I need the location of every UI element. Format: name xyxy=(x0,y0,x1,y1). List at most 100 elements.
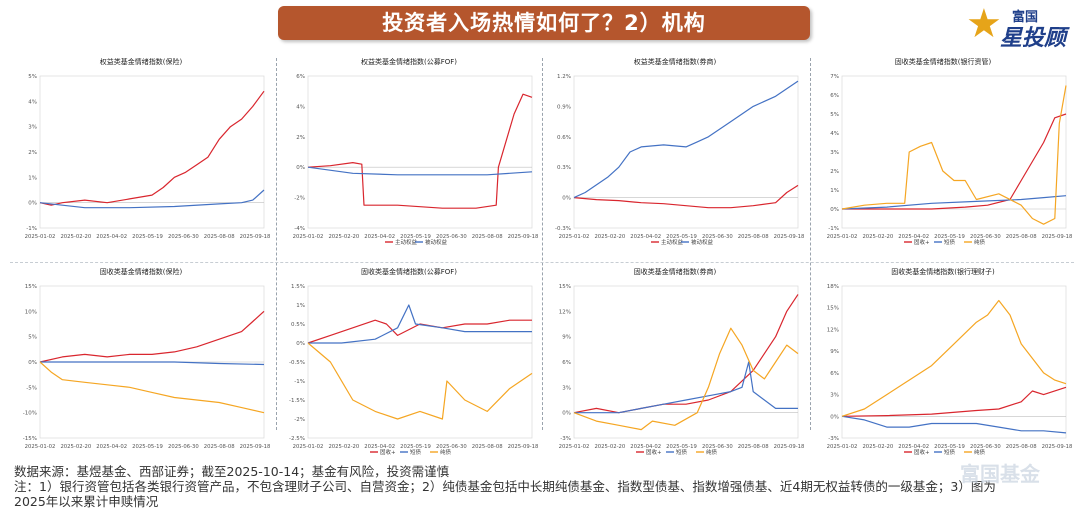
x-tick-label: 2025-02-20 xyxy=(862,444,893,450)
column-divider xyxy=(810,58,811,430)
y-tick-label: 6% xyxy=(562,360,571,366)
y-tick-label: -10% xyxy=(23,411,37,417)
y-tick-label: 7% xyxy=(830,74,839,80)
y-tick-label: 3% xyxy=(830,393,839,399)
chart-title: 固收类基金情绪指数(公募FOF) xyxy=(361,267,457,276)
legend-label: 固收+ xyxy=(380,448,396,456)
series-line-2 xyxy=(841,415,1067,434)
y-tick-label: 3% xyxy=(28,125,37,131)
title-banner: 投资者入场热情如何了？2）机构 xyxy=(278,6,810,40)
y-tick-label: 4% xyxy=(296,104,305,110)
star-icon: ★ xyxy=(966,1,1002,47)
legend-label: 短债 xyxy=(410,448,422,456)
source-line: 数据来源：基煜基金、西部证券；截至2025-10-14；基金有风险，投资需谨慎 xyxy=(14,464,450,479)
brand-logo: ★ 富国 星投顾 xyxy=(966,1,1076,51)
y-tick-label: 18% xyxy=(827,284,839,290)
series-line-3 xyxy=(307,342,533,420)
y-tick-label: -5% xyxy=(26,385,37,391)
x-tick-label: 2025-05-19 xyxy=(400,234,431,240)
x-tick-label: 2025-02-20 xyxy=(328,234,359,240)
x-tick-label: 2025-09-18 xyxy=(240,444,271,450)
y-tick-label: 5% xyxy=(830,112,839,118)
legend-label: 纯债 xyxy=(974,238,986,246)
legend-label: 主动权益 xyxy=(395,238,418,246)
y-tick-label: 3% xyxy=(562,385,571,391)
x-tick-label: 2025-08-08 xyxy=(472,444,503,450)
y-tick-label: 0% xyxy=(562,411,571,417)
x-tick-label: 2025-04-02 xyxy=(96,234,127,240)
y-tick-label: 12% xyxy=(559,309,571,315)
x-tick-label: 2025-09-18 xyxy=(774,444,805,450)
y-tick-label: -1% xyxy=(26,226,37,232)
x-tick-label: 2025-04-02 xyxy=(364,234,395,240)
y-tick-label: 9% xyxy=(562,335,571,341)
y-tick-label: 9% xyxy=(830,349,839,355)
y-tick-label: 2% xyxy=(28,150,37,156)
chart-title: 固收类基金情绪指数(券商) xyxy=(634,267,717,276)
y-tick-label: -2% xyxy=(294,417,305,423)
y-tick-label: -2.5% xyxy=(289,436,305,442)
x-tick-label: 2025-09-18 xyxy=(508,444,539,450)
chart-panel-4: 固收类基金情绪指数(银行资管) 7% 6% 5% 4% 3% 2% 1% 0% -1% 2025-0… xyxy=(827,57,1073,246)
plot-frame xyxy=(307,285,533,439)
x-tick-label: 2025-06-30 xyxy=(436,234,467,240)
series-line-1 xyxy=(573,294,799,414)
x-tick-label: 2025-02-20 xyxy=(60,444,91,450)
y-tick-label: 0% xyxy=(562,196,571,202)
y-tick-label: 12% xyxy=(827,327,839,333)
x-tick-label: 2025-04-02 xyxy=(364,444,395,450)
x-tick-label: 2025-05-19 xyxy=(934,444,965,450)
y-tick-label: 0% xyxy=(830,207,839,213)
y-tick-label: 1.2% xyxy=(557,74,571,80)
chart-panel-7: 固收类基金情绪指数(券商) 15% 12% 9% 6% 3% 0% -3% 2025-01-02… xyxy=(559,267,805,456)
legend-label: 被动权益 xyxy=(691,238,714,246)
x-tick-label: 2025-04-02 xyxy=(630,444,661,450)
y-tick-label: 0.3% xyxy=(557,165,571,171)
x-tick-label: 2025-04-02 xyxy=(96,444,127,450)
y-tick-label: -3% xyxy=(560,436,571,442)
y-tick-label: -2% xyxy=(294,196,305,202)
series-line-1 xyxy=(307,319,532,344)
plot-frame xyxy=(573,285,799,439)
row-divider xyxy=(10,262,1074,263)
y-tick-label: 15% xyxy=(827,306,839,312)
y-tick-label: 15% xyxy=(559,284,571,290)
x-tick-label: 2025-05-19 xyxy=(666,234,697,240)
x-tick-label: 2025-05-19 xyxy=(132,234,163,240)
y-tick-label: -1% xyxy=(294,379,305,385)
x-tick-label: 2025-08-08 xyxy=(1006,234,1037,240)
y-tick-label: 0% xyxy=(830,414,839,420)
x-tick-label: 2025-01-02 xyxy=(827,234,858,240)
y-tick-label: 1% xyxy=(830,188,839,194)
x-tick-label: 2025-09-18 xyxy=(1042,234,1073,240)
series-line-2 xyxy=(841,195,1067,210)
y-tick-label: 0.6% xyxy=(557,135,571,141)
legend-label: 短债 xyxy=(676,448,688,456)
legend-label: 固收+ xyxy=(646,448,662,456)
y-tick-label: 6% xyxy=(830,371,839,377)
logo-main-text: 星投顾 xyxy=(1000,26,1067,51)
series-line-1 xyxy=(842,113,1067,210)
series-line-1 xyxy=(39,90,265,206)
series-line-2 xyxy=(308,304,532,344)
x-tick-label: 2025-04-02 xyxy=(898,444,929,450)
chart-panel-6: 固收类基金情绪指数(公募FOF) 1.5% 1% 0.5% 0% -0.5% -1% -1.5… xyxy=(289,267,539,456)
x-tick-label: 2025-06-30 xyxy=(702,444,733,450)
y-tick-label: 6% xyxy=(296,74,305,80)
y-tick-label: 10% xyxy=(25,309,37,315)
x-tick-label: 2025-06-30 xyxy=(970,444,1001,450)
note-line: 注：1）银行资管包括各类银行资管产品，不包含理财子公司、自营资金；2）纯债基金包… xyxy=(14,479,996,494)
series-line-1 xyxy=(573,184,799,209)
column-divider xyxy=(276,58,277,430)
x-tick-label: 2025-06-30 xyxy=(168,234,199,240)
series-line-2 xyxy=(39,189,265,209)
x-tick-label: 2025-09-18 xyxy=(774,234,805,240)
y-tick-label: 5% xyxy=(28,335,37,341)
chart-panel-3: 权益类基金情绪指数(券商) 1.2% 0.9% 0.6% 0.3% 0% -0.3% 2025… xyxy=(555,57,805,246)
x-tick-label: 2025-04-02 xyxy=(898,234,929,240)
x-tick-label: 2025-08-08 xyxy=(1006,444,1037,450)
x-tick-label: 2025-02-20 xyxy=(594,234,625,240)
x-tick-label: 2025-01-02 xyxy=(293,444,324,450)
chart-title: 权益类基金情绪指数(公募FOF) xyxy=(361,57,457,66)
legend-label: 纯债 xyxy=(440,448,452,456)
